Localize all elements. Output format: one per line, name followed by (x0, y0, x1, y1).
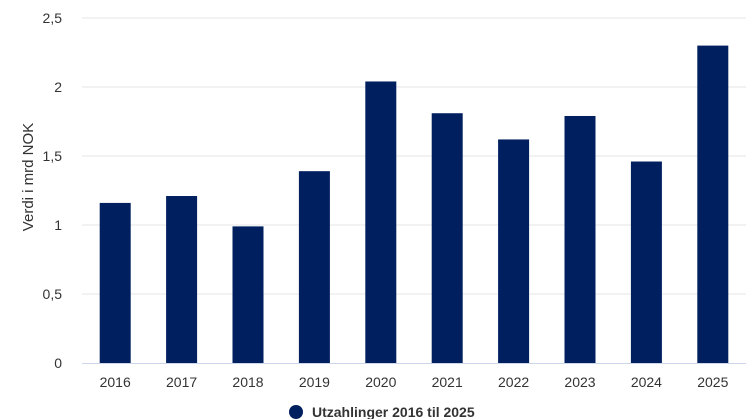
y-tick-label: 1 (54, 217, 62, 233)
x-tick-label: 2018 (232, 374, 263, 390)
bar-2019[interactable] (298, 171, 330, 363)
y-tick-label: 2,5 (43, 10, 63, 26)
x-tick-label: 2016 (100, 374, 131, 390)
y-tick-label: 2 (54, 79, 62, 95)
legend[interactable]: Utzahlinger 2016 til 2025 (289, 404, 475, 419)
bar-2023[interactable] (564, 115, 596, 363)
bar-2025[interactable] (697, 45, 729, 363)
y-tick-label: 0,5 (43, 286, 63, 302)
y-axis: 0 0,5 1 1,5 2 2,5 (43, 10, 63, 371)
x-tick-label: 2025 (697, 374, 728, 390)
bar-2024[interactable] (630, 161, 662, 363)
y-tick-label: 1,5 (43, 148, 63, 164)
x-tick-label: 2021 (432, 374, 463, 390)
legend-marker (289, 405, 303, 419)
bar-2017[interactable] (166, 196, 198, 363)
x-tick-label: 2019 (299, 374, 330, 390)
bar-2022[interactable] (498, 139, 530, 363)
bar-2018[interactable] (232, 226, 264, 363)
x-axis: 2016 2017 2018 2019 2020 2021 2022 2023 2024 2025 (82, 363, 746, 390)
bar-2016[interactable] (99, 202, 131, 363)
x-tick-label: 2017 (166, 374, 197, 390)
y-axis-title: Verdi i mrd NOK (20, 123, 37, 231)
bars (99, 45, 729, 363)
bar-2020[interactable] (365, 81, 397, 363)
legend-label: Utzahlinger 2016 til 2025 (312, 404, 475, 419)
x-tick-label: 2020 (365, 374, 396, 390)
y-tick-label: 0 (54, 355, 62, 371)
bar-2021[interactable] (431, 113, 463, 363)
x-tick-label: 2022 (498, 374, 529, 390)
x-tick-label: 2024 (631, 374, 662, 390)
x-tick-label: 2023 (564, 374, 595, 390)
